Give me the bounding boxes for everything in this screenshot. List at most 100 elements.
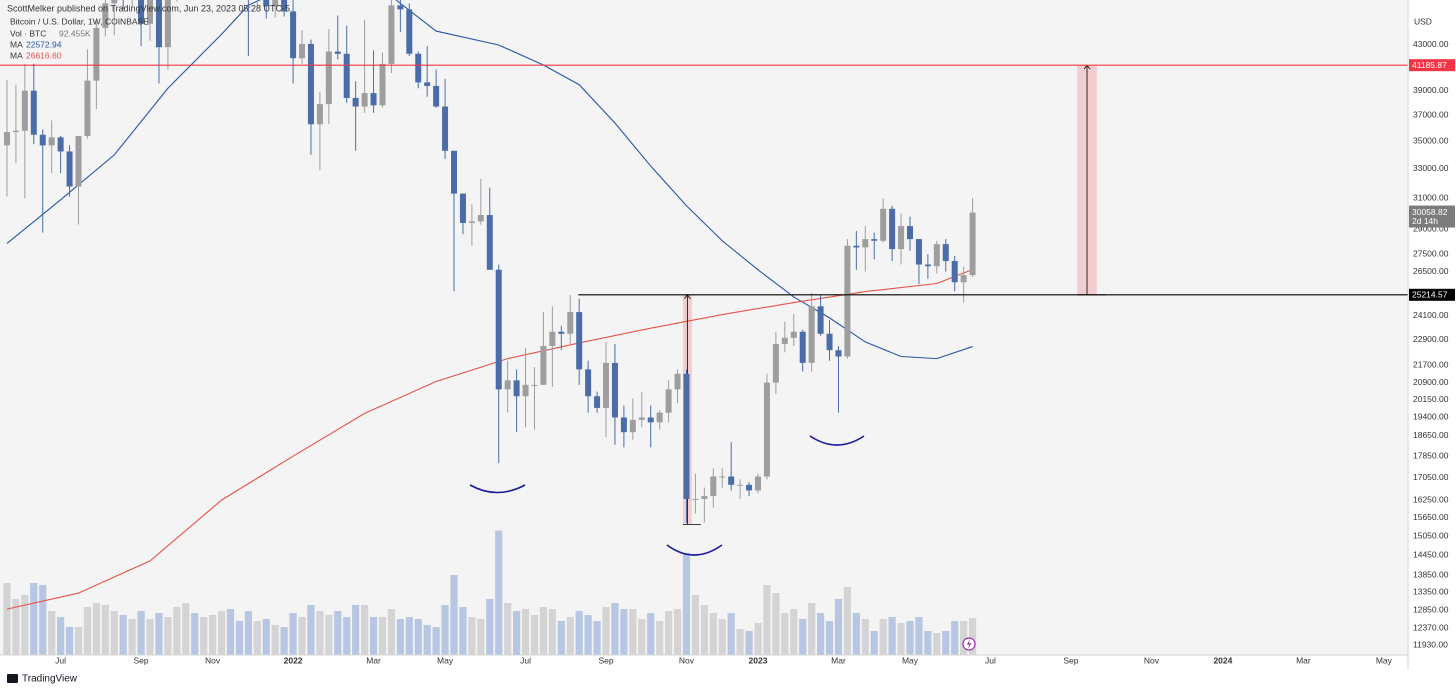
volume-bar [316,611,324,655]
volume-bar [664,611,673,655]
volume-bar [271,625,279,655]
candle-body [924,264,931,267]
volume-bar [602,607,610,655]
volume-bar [951,621,959,655]
candle-body [969,212,976,276]
plot-background [0,0,1408,655]
axes: 43000.00 39000.00 37000.00 35000.00 33000.00… [55,39,1455,665]
volume-bar [39,585,47,655]
y-tick-label: 15650.00 [1413,512,1449,522]
volume-bar [763,585,771,655]
y-tick-label: 15050.00 [1413,531,1449,541]
volume-bar [629,609,637,655]
moving-average-line [6,0,973,360]
volume-bar [521,609,530,655]
volume-bar [861,619,869,655]
ma-legend-value: 22572.94 [26,39,62,49]
candle-body [12,130,19,133]
candle-body [620,417,627,433]
candle-body [772,343,779,383]
volume-bar [414,619,422,655]
volume-bar [799,619,807,655]
candle-body [611,362,618,418]
candle-body [433,85,440,107]
candle-body [111,0,118,4]
volume-bar [557,621,565,655]
candle-body [451,150,458,194]
candle-body [3,132,10,146]
x-tick-label: Jul [985,655,996,665]
volume-bar [968,618,977,655]
volume-bar [173,607,181,655]
volume-bar [942,631,950,655]
y-tick-label: 27500.00 [1413,248,1449,258]
x-tick-label: 2022 [284,655,303,665]
candle-body [853,245,860,248]
candle-body [379,63,386,106]
candle-body [93,27,100,81]
last-price-label: 30058.82 [1412,207,1448,217]
y-tick-label: 14450.00 [1413,550,1449,560]
volume-bar [12,599,20,655]
price-tag [1409,288,1455,301]
candle-body [781,337,788,344]
candle-body [594,396,601,408]
volume-bar [816,613,825,655]
volume-bar [57,617,65,655]
candle-body [39,134,46,146]
candle-body [567,312,574,334]
y-tick-label: 39000.00 [1413,85,1449,95]
candle-body [540,346,547,385]
volume-bar [468,617,476,655]
footer: TradingView [22,674,78,685]
volume-bar [566,617,574,655]
volume-bar [325,615,333,655]
annotation-arcs [469,435,865,556]
volume-bar [727,613,735,655]
volume-bar [736,629,744,655]
last-price-tag [1409,205,1455,228]
candle-body [915,239,922,265]
volume-bar [253,621,261,655]
volume-bar [137,611,145,655]
candle-body [728,476,735,485]
candle-body [48,137,55,146]
volume-bar [745,631,753,655]
y-tick-label: 26500.00 [1413,266,1449,276]
candle-body [504,380,511,390]
y-tick-label: 22900.00 [1413,334,1449,344]
candle-body [84,80,91,137]
volume-bar [825,621,834,655]
volume-bar [888,617,896,655]
arc [666,544,723,556]
volume-bar [709,613,717,655]
candle-body [549,331,556,347]
y-tick-label: 17050.00 [1413,472,1449,482]
candle-body [370,93,377,106]
y-tick-label: 31000.00 [1413,192,1449,202]
candle-body [361,93,368,107]
x-tick-label: Mar [366,655,381,665]
x-tick-label: 2023 [749,655,768,665]
candle-body [638,417,645,420]
countdown-label: 2d 14h [1412,216,1438,226]
volume-bar [897,623,905,655]
volume-bar [92,603,100,655]
volume-bar [155,613,163,655]
ma-legend-value: 26616.60 [26,50,62,60]
y-tick-label: 13350.00 [1413,587,1449,597]
candle-body [674,373,681,390]
volume-bar [504,603,512,655]
volume-bar [164,617,172,655]
volume-bar [405,617,413,655]
volume-bar [700,605,708,655]
candle-body [576,312,583,370]
candle-body [30,90,37,135]
volume-bar [83,607,92,655]
candle-body [737,484,744,486]
volume-bar [548,609,556,655]
volume-bar [879,619,887,655]
candle-body [960,275,967,283]
volume-bar [65,627,74,655]
